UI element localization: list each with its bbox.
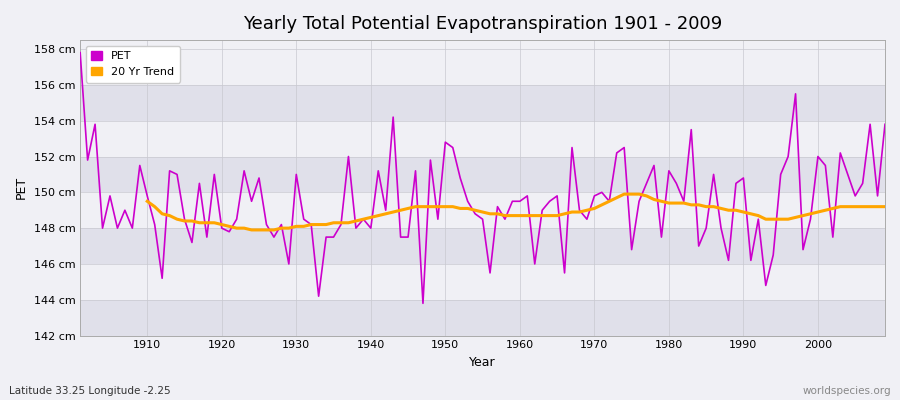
Line: 20 Yr Trend: 20 Yr Trend: [148, 194, 885, 230]
Bar: [80, 264, 885, 300]
Bar: [80, 228, 885, 264]
PET: [879, 122, 890, 127]
20 Yr Trend: [857, 204, 868, 209]
PET: [418, 301, 428, 306]
20 Yr Trend: [320, 222, 331, 227]
PET: [134, 163, 145, 168]
20 Yr Trend: [247, 228, 257, 232]
Y-axis label: PET: PET: [15, 176, 28, 200]
PET: [515, 199, 526, 204]
PET: [75, 50, 86, 55]
Text: worldspecies.org: worldspecies.org: [803, 386, 891, 396]
Line: PET: PET: [80, 53, 885, 303]
20 Yr Trend: [619, 192, 630, 196]
Bar: [80, 300, 885, 336]
20 Yr Trend: [835, 204, 846, 209]
X-axis label: Year: Year: [469, 356, 496, 369]
Title: Yearly Total Potential Evapotranspiration 1901 - 2009: Yearly Total Potential Evapotranspiratio…: [243, 15, 722, 33]
PET: [343, 154, 354, 159]
20 Yr Trend: [529, 213, 540, 218]
Bar: [80, 192, 885, 228]
PET: [522, 194, 533, 198]
Bar: [80, 49, 885, 85]
Bar: [80, 121, 885, 156]
Bar: [80, 85, 885, 121]
20 Yr Trend: [142, 199, 153, 204]
Bar: [80, 156, 885, 192]
Text: Latitude 33.25 Longitude -2.25: Latitude 33.25 Longitude -2.25: [9, 386, 171, 396]
20 Yr Trend: [879, 204, 890, 209]
20 Yr Trend: [291, 224, 302, 229]
20 Yr Trend: [589, 206, 599, 211]
PET: [298, 217, 309, 222]
PET: [611, 150, 622, 155]
Legend: PET, 20 Yr Trend: PET, 20 Yr Trend: [86, 46, 180, 82]
